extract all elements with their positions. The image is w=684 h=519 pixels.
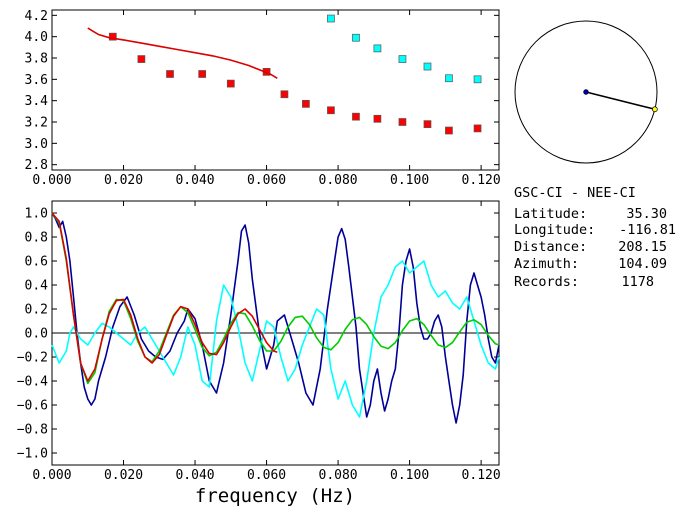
correlation-ytick-label: −1.0: [17, 447, 48, 462]
velocity-xtick-label: 0.000: [32, 173, 71, 188]
velocity-ytick-label: 3.4: [25, 94, 49, 109]
red-velocity-point: [423, 120, 432, 128]
red-model-line: [51, 212, 278, 382]
correlation-xtick-label: 0.080: [319, 468, 358, 483]
velocity-ytick-label: 2.8: [25, 158, 48, 173]
red-velocity-point: [327, 106, 335, 115]
cyan-correlation-line: [51, 260, 500, 418]
azimuth-tip-dot: [652, 106, 658, 113]
red-velocity-point: [198, 70, 207, 78]
red-velocity-point: [137, 55, 146, 63]
station-pair-title: GSC-CI - NEE-CI: [514, 185, 636, 201]
velocity-plot-frame: [51, 9, 500, 171]
cyan-velocity-point: [373, 44, 382, 53]
red-velocity-point: [398, 118, 407, 126]
velocity-ytick-label: 4.0: [25, 30, 48, 45]
velocity-xtick-label: 0.060: [247, 173, 286, 188]
green-model-line: [51, 212, 500, 385]
red-velocity-point: [373, 114, 382, 123]
records-label: Records:: [514, 274, 579, 290]
red-velocity-point: [445, 126, 453, 135]
cyan-velocity-point: [398, 55, 407, 63]
records-value: 1178: [621, 274, 654, 290]
correlation-xtick-label: 0.060: [247, 468, 286, 483]
correlation-plot: 0.000 0.020 0.040 0.060 0.080 0.100 0.120 −1.0 −…: [17, 200, 501, 507]
azimuth-needle: [585, 91, 656, 111]
velocity-ytick-label: 4.2: [25, 9, 48, 24]
correlation-xtick-label: 0.020: [104, 468, 143, 483]
red-velocity-point: [108, 32, 117, 41]
cyan-velocity-point: [327, 14, 335, 23]
x-axis-label: frequency (Hz): [195, 485, 355, 507]
distance-label: Distance:: [514, 239, 587, 255]
cyan-velocity-point: [423, 62, 432, 71]
correlation-ytick-label: −0.8: [17, 423, 48, 438]
azimuth-center-dot: [583, 89, 589, 95]
station-info-panel: GSC-CI - NEE-CI Latitude: 35.30 Longitud…: [514, 185, 676, 290]
correlation-ytick-label: 1.0: [25, 207, 48, 222]
velocity-xtick-label: 0.040: [175, 173, 214, 188]
red-velocity-point: [166, 70, 174, 78]
correlation-ytick-label: 0.4: [25, 279, 49, 294]
correlation-xtick-label: 0.120: [462, 468, 501, 483]
correlation-ytick-label: −0.2: [17, 351, 48, 366]
azimuth-circle: [514, 20, 658, 164]
velocity-xtick-label: 0.020: [104, 173, 143, 188]
velocity-ytick-label: 3.2: [25, 116, 48, 131]
correlation-ytick-label: 0.2: [25, 303, 48, 318]
distance-value: 208.15: [618, 239, 667, 255]
correlation-ytick-label: −0.6: [17, 399, 48, 414]
cyan-velocity-point: [473, 75, 482, 84]
correlation-ytick-label: 0.6: [25, 255, 48, 270]
velocity-xtick-label: 0.080: [319, 173, 358, 188]
red-velocity-point: [473, 124, 482, 133]
velocity-xtick-label: 0.100: [390, 173, 429, 188]
correlation-ytick-label: −0.4: [17, 375, 48, 390]
red-velocity-point: [280, 90, 289, 99]
velocity-ytick-label: 3.8: [25, 52, 48, 67]
cyan-velocity-point: [445, 74, 453, 83]
azimuth-label: Azimuth:: [514, 256, 579, 272]
blue-correlation-line: [51, 212, 500, 424]
longitude-label: Longitude:: [514, 222, 595, 238]
azimuth-value: 104.09: [618, 256, 667, 272]
red-velocity-point: [302, 100, 310, 108]
velocity-plot: 0.000 0.020 0.040 0.060 0.080 0.100 0.120 2.8 3.…: [25, 9, 501, 188]
cyan-velocity-point: [352, 33, 360, 42]
model-dispersion-curve: [87, 27, 278, 79]
velocity-ytick-label: 3.0: [25, 137, 48, 152]
correlation-xtick-label: 0.000: [32, 468, 71, 483]
azimuth-indicator: [514, 20, 658, 164]
longitude-value: -116.81: [619, 222, 676, 238]
latitude-label: Latitude:: [514, 206, 587, 222]
correlation-xtick-label: 0.100: [390, 468, 429, 483]
correlation-xtick-label: 0.040: [175, 468, 214, 483]
correlation-ytick-label: 0.0: [25, 327, 48, 342]
correlation-ytick-label: 0.8: [25, 231, 48, 246]
velocity-xtick-label: 0.120: [462, 173, 501, 188]
velocity-ytick-label: 3.6: [25, 73, 48, 88]
red-velocity-point: [226, 79, 235, 88]
red-velocity-point: [352, 112, 360, 121]
latitude-value: 35.30: [626, 206, 667, 222]
